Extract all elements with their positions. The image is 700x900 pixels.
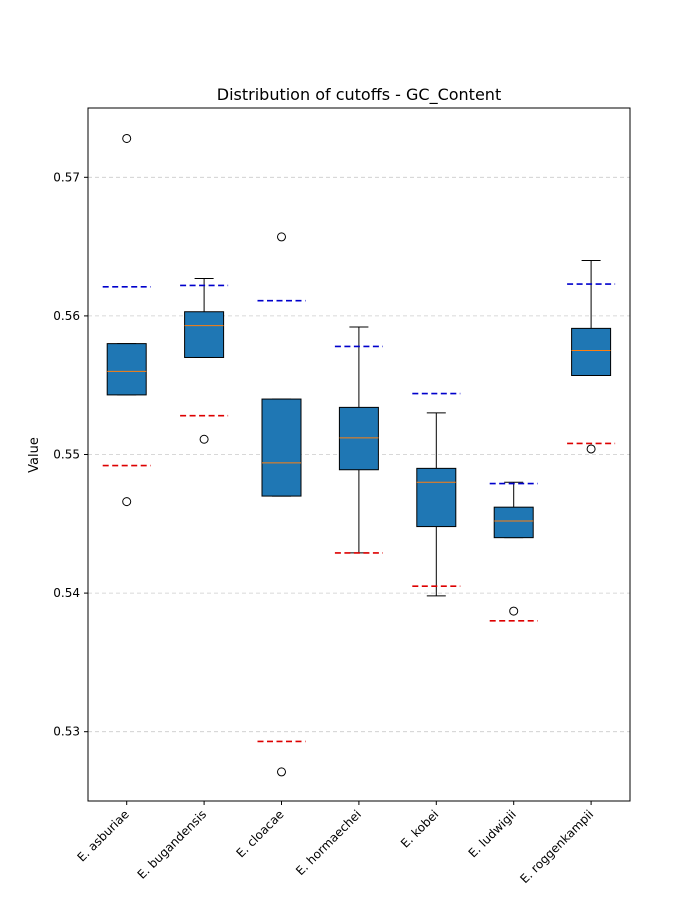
y-tick-label: 0.55: [53, 448, 80, 462]
box: [261, 398, 302, 497]
x-tick-label: E. hormaechei: [293, 807, 364, 878]
grid-lines: [88, 176, 630, 733]
x-tick-label: E. asburiae: [75, 807, 132, 864]
box-group: [102, 133, 151, 507]
y-tick-label: 0.54: [53, 586, 80, 600]
box: [338, 406, 379, 471]
x-tick-label: E. bugandensis: [135, 807, 210, 882]
outlier-point: [586, 444, 596, 454]
x-tick-label: E. ludwigii: [466, 807, 519, 860]
x-tick-label: E. roggenkampii: [517, 807, 596, 886]
chart-title: Distribution of cutoffs - GC_Content: [217, 85, 501, 105]
box: [571, 327, 612, 376]
box-group: [180, 277, 229, 444]
box: [184, 311, 225, 358]
x-tick-label: E. cloacae: [233, 807, 286, 860]
box-group: [412, 392, 461, 597]
outlier-point: [199, 434, 209, 444]
outlier-point: [122, 497, 132, 507]
outlier-point: [277, 767, 286, 777]
box: [493, 506, 534, 539]
box: [416, 467, 457, 528]
box-group: [334, 326, 383, 554]
x-tick-label: E. kobei: [398, 807, 441, 850]
y-axis-label: Value: [27, 437, 42, 473]
box: [106, 343, 147, 396]
box-group: [257, 232, 306, 777]
y-tick-label: 0.53: [53, 725, 80, 739]
y-tick-label: 0.56: [53, 309, 80, 323]
plot-marks: [102, 133, 616, 777]
box-group: [489, 481, 538, 622]
outlier-point: [277, 232, 286, 242]
outlier-point: [122, 133, 132, 143]
x-axis: E. asburiae E. bugandensis E. cloacae E. ho…: [75, 801, 596, 886]
y-tick-label: 0.57: [53, 170, 80, 184]
box-group: [567, 259, 616, 454]
outlier-point: [509, 606, 519, 616]
y-axis: 0.53 0.54 0.55 0.56 0.57: [53, 170, 88, 739]
